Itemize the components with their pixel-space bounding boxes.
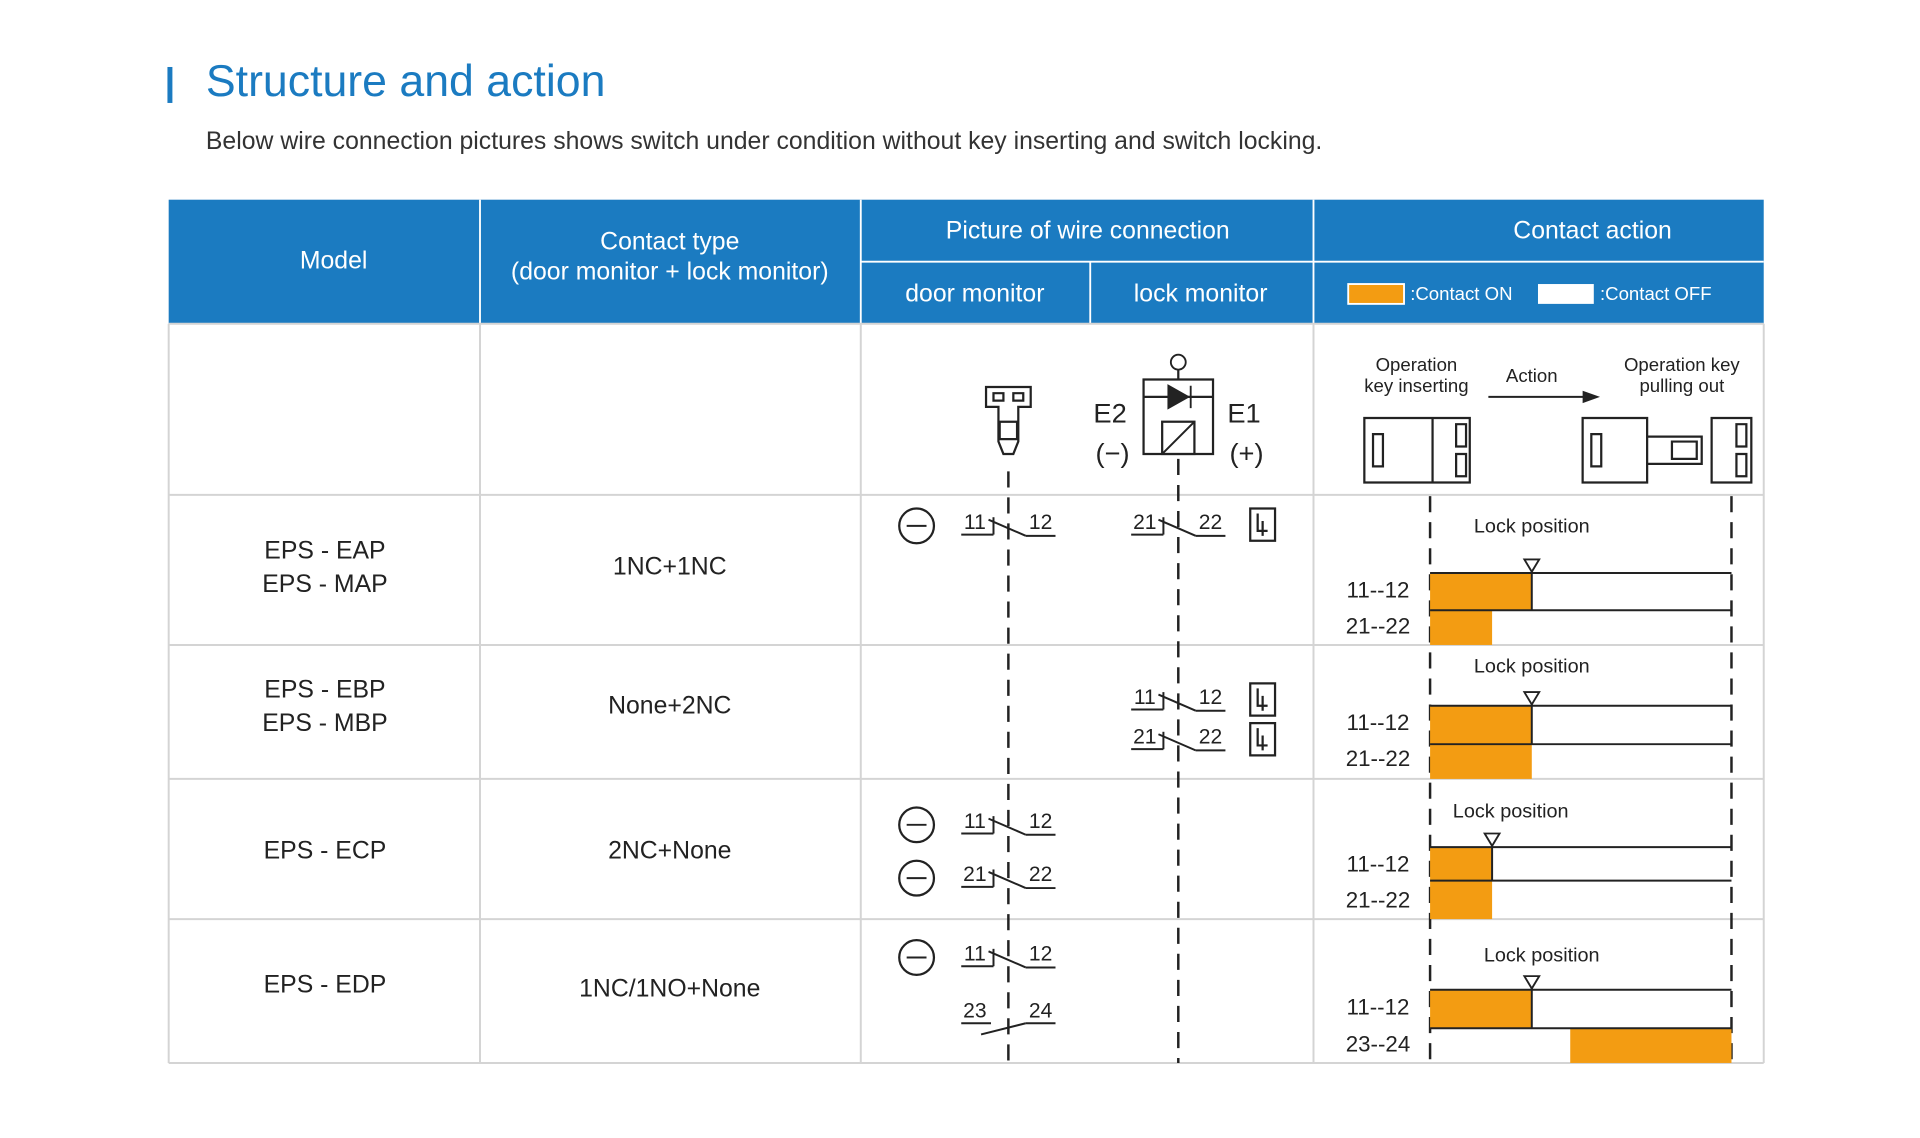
- model-name: EPS - EAP: [264, 537, 385, 564]
- diagram-label: Operation: [1376, 354, 1458, 375]
- lock-marker: [1522, 558, 1541, 574]
- header-cell: lock monitor: [1134, 281, 1268, 308]
- contact-label: 11--12: [1347, 852, 1410, 877]
- lock-marker: [1522, 975, 1541, 991]
- terminal-label: 12: [1029, 810, 1052, 833]
- contact: [988, 950, 1027, 969]
- terminal-label: 11: [964, 511, 986, 534]
- lock-position: Lock position: [1474, 656, 1590, 678]
- model-name: EPS - EBP: [264, 676, 385, 703]
- subtitle: Below wire connection pictures shows swi…: [206, 128, 1322, 155]
- contact-label: 21--22: [1346, 888, 1411, 913]
- model-name: EPS - EDP: [264, 972, 387, 999]
- contact: [1158, 733, 1197, 752]
- lock-position: Lock position: [1484, 945, 1600, 967]
- terminal-label: 22: [1199, 511, 1222, 534]
- diagram-label: Operation key: [1624, 354, 1740, 375]
- terminal-label: 12: [1199, 686, 1222, 709]
- lock-icon: [1249, 682, 1277, 717]
- legend-text: :Contact OFF: [1600, 283, 1712, 304]
- lock-marker: [1522, 691, 1541, 707]
- terminal-label: 21: [1133, 726, 1156, 749]
- on-bar: [1430, 847, 1493, 881]
- terminal-label: 12: [1029, 511, 1052, 534]
- contact: [988, 871, 1027, 889]
- terminal-label: 23: [963, 1000, 986, 1023]
- lock-position: Lock position: [1453, 801, 1569, 823]
- solenoid-line: [1161, 421, 1196, 455]
- on-bar: [1570, 1028, 1732, 1063]
- legend-text: :Contact ON: [1410, 283, 1512, 304]
- header-cell: Contact action: [1513, 217, 1672, 244]
- terminal-label: 22: [1199, 726, 1222, 749]
- terminal-label: E1: [1227, 398, 1260, 429]
- diagram-label: pulling out: [1639, 375, 1725, 396]
- header-cell: Model: [300, 247, 368, 274]
- terminal-label: 24: [1029, 1000, 1053, 1023]
- terminal-label: 12: [1029, 943, 1052, 966]
- title: Structure and action: [206, 57, 606, 106]
- on-bar: [1430, 744, 1532, 779]
- header-cell: Picture of wire connection: [946, 217, 1230, 244]
- diagram-label: key inserting: [1364, 375, 1468, 396]
- lock-marker: [1483, 832, 1502, 848]
- arrow-head: [1582, 390, 1600, 404]
- model-name: EPS - MAP: [262, 571, 387, 598]
- contact-label: 21--22: [1346, 613, 1411, 638]
- contact-type: 2NC+None: [608, 838, 731, 865]
- legend-swatch: [1537, 284, 1594, 304]
- header-cell: (door monitor + lock monitor): [511, 258, 829, 285]
- on-bar: [1430, 705, 1532, 745]
- terminal-label: E2: [1093, 398, 1126, 429]
- header-cell: door monitor: [905, 281, 1044, 308]
- switch-icon: [1363, 416, 1471, 484]
- key-icon: [984, 385, 1032, 456]
- contact-type: None+2NC: [608, 693, 731, 720]
- lock-icon: [1249, 721, 1277, 757]
- on-bar: [1430, 573, 1532, 611]
- lamp: [1169, 353, 1187, 371]
- contact-label: 11--12: [1347, 710, 1410, 735]
- terminal-label: 11: [964, 810, 986, 833]
- on-bar: [1430, 989, 1532, 1029]
- contact: [980, 1022, 1026, 1036]
- contact: [1158, 693, 1197, 712]
- diagram-label: Action: [1506, 365, 1558, 386]
- contact: [988, 817, 1027, 836]
- lock-position: Lock position: [1474, 515, 1590, 537]
- terminal-label: 21: [963, 863, 986, 886]
- model-name: EPS - ECP: [264, 838, 387, 865]
- terminal-label: 22: [1029, 863, 1052, 886]
- contact-label: 21--22: [1346, 746, 1411, 771]
- switch-icon: [1581, 416, 1753, 484]
- terminal-label: (−): [1096, 437, 1130, 468]
- terminal-label: (+): [1229, 437, 1263, 468]
- legend-swatch: [1347, 283, 1405, 305]
- diode: [1167, 384, 1192, 410]
- lock-icon: [1249, 507, 1277, 542]
- title-bar: [167, 66, 173, 103]
- contact-type: 1NC/1NO+None: [579, 975, 760, 1002]
- contact-label: 23--24: [1346, 1031, 1411, 1056]
- header-cell: Contact type: [600, 229, 739, 256]
- contact-type: 1NC+1NC: [613, 554, 727, 581]
- terminal-label: 11: [1134, 686, 1156, 709]
- terminal-label: 21: [1133, 511, 1156, 534]
- contact: [988, 518, 1027, 537]
- on-bar: [1430, 610, 1493, 645]
- on-bar: [1430, 880, 1493, 920]
- terminal-label: 11: [964, 943, 986, 966]
- model-name: EPS - MBP: [262, 710, 387, 737]
- contact-label: 11--12: [1347, 578, 1410, 603]
- contact-label: 11--12: [1347, 994, 1410, 1019]
- contact: [1158, 518, 1197, 537]
